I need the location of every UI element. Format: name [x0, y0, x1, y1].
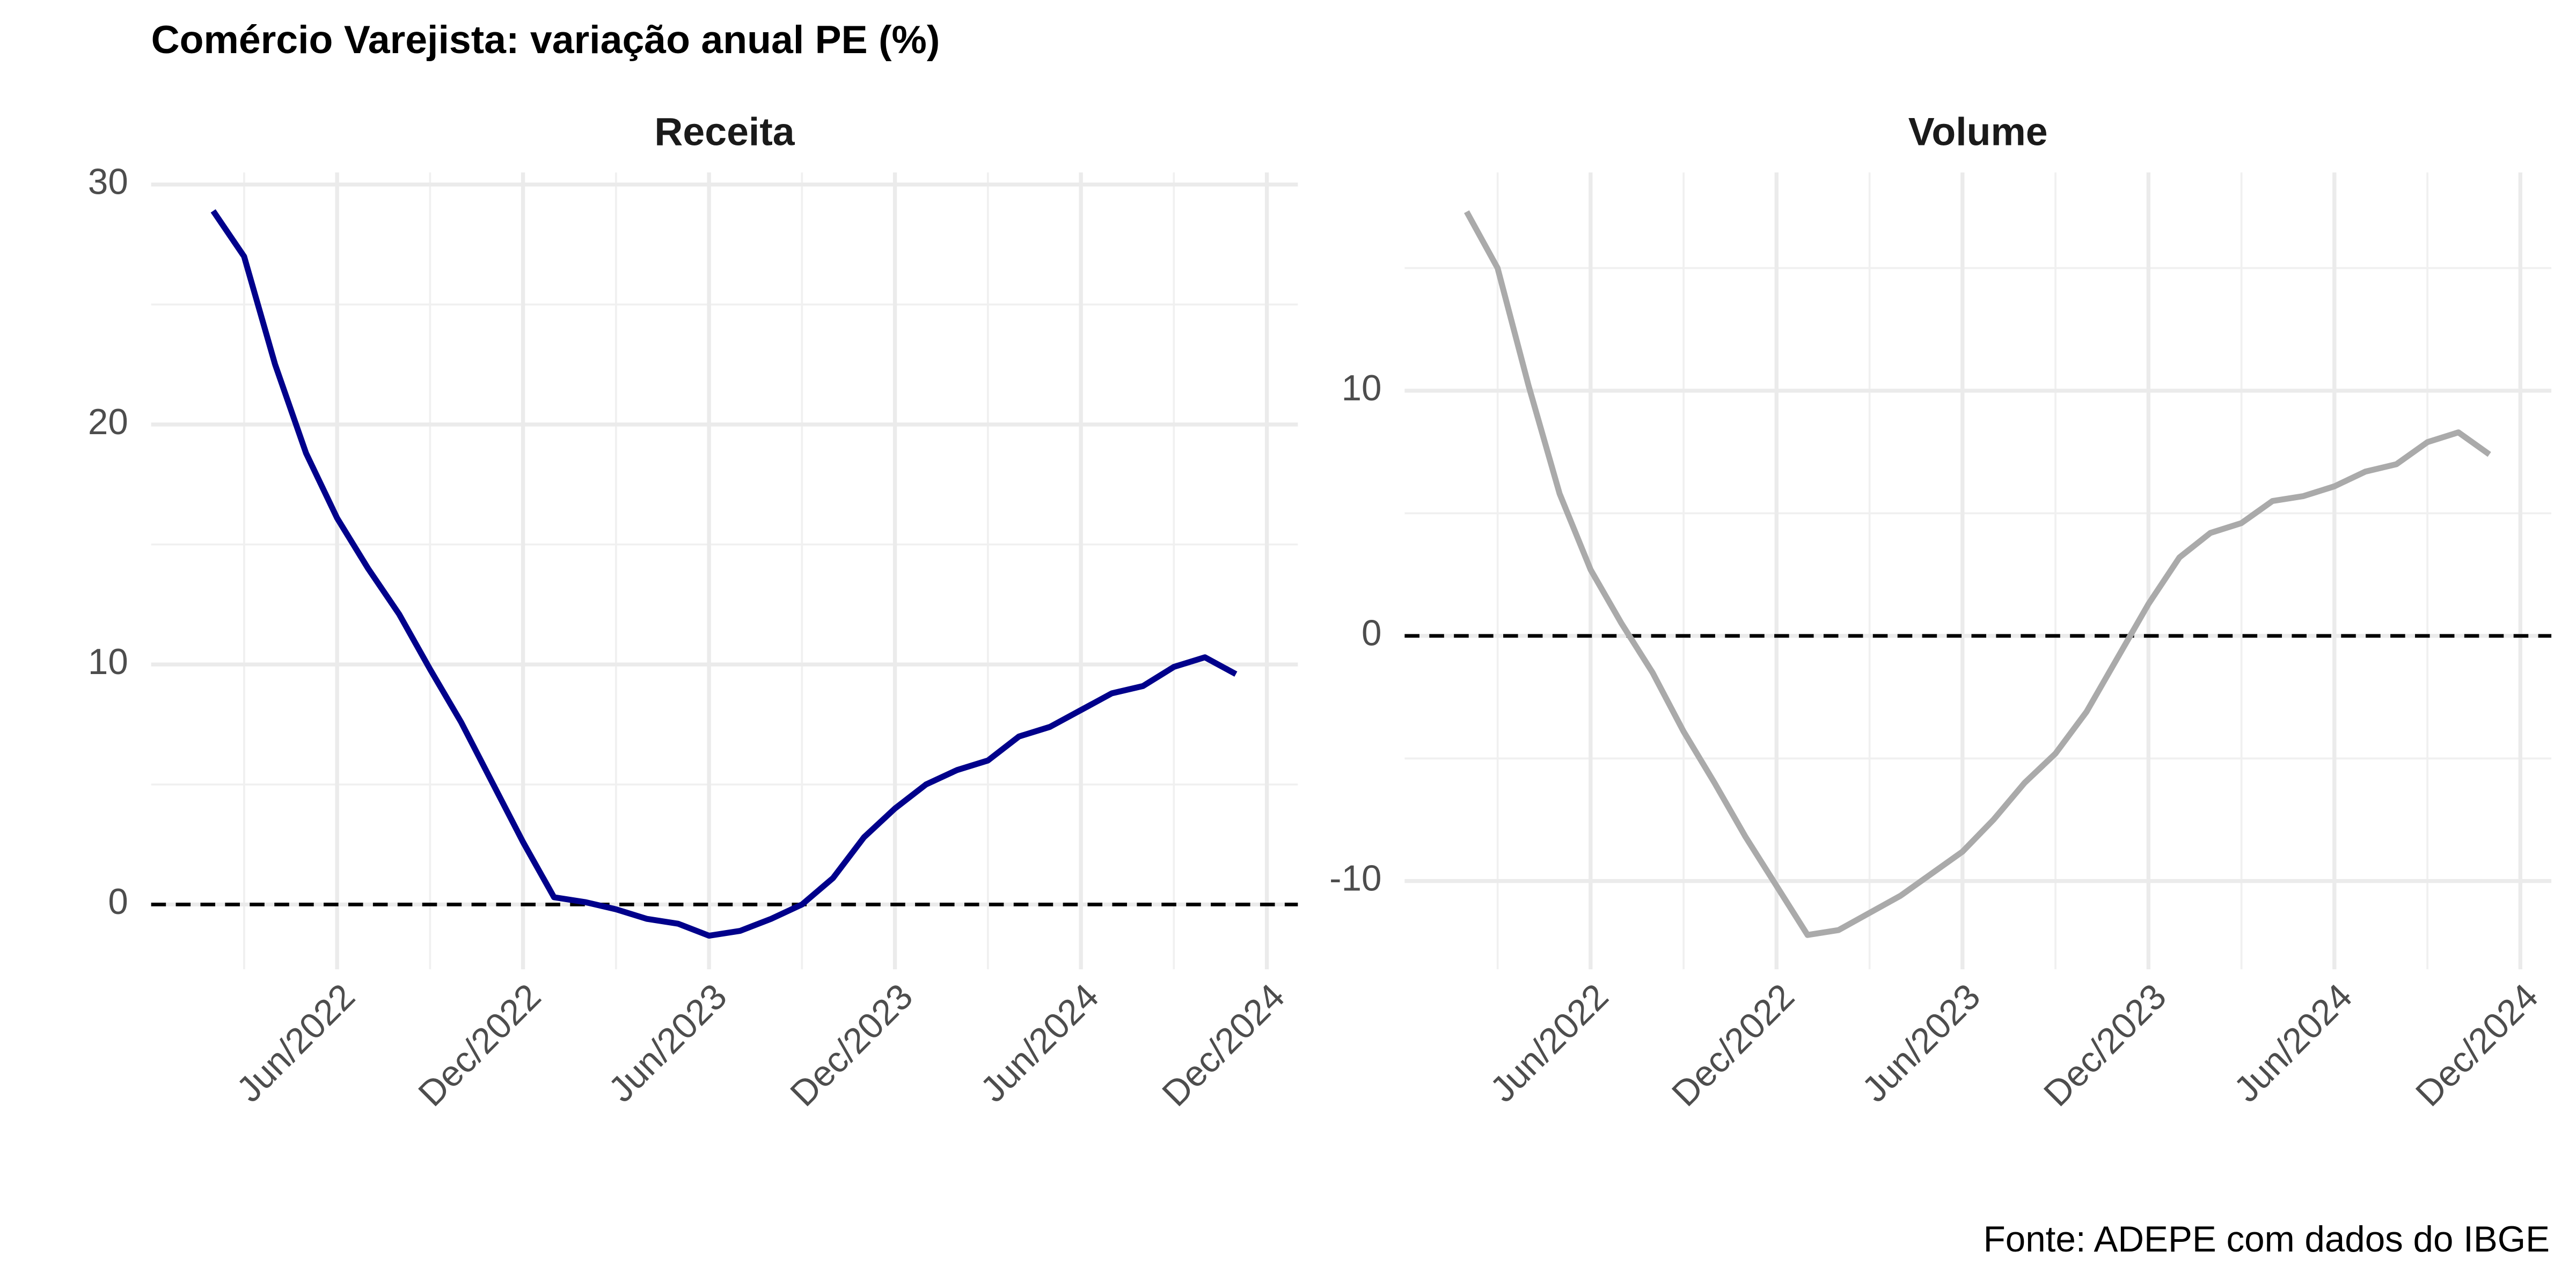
y-tick-label: -10 — [1329, 858, 1381, 898]
x-tick-label: Dec/2022 — [411, 976, 548, 1114]
panel-title: Volume — [1908, 109, 2048, 153]
y-tick-label: 10 — [88, 642, 128, 682]
x-tick-label: Jun/2023 — [601, 976, 735, 1110]
chart-title: Comércio Varejista: variação anual PE (%… — [151, 17, 940, 62]
x-tick-label: Dec/2024 — [2408, 976, 2546, 1114]
y-tick-label: 30 — [88, 162, 128, 202]
data-line — [1464, 210, 2491, 938]
panel-title: Receita — [654, 109, 795, 153]
x-tick-label: Jun/2022 — [1483, 976, 1616, 1110]
x-tick-label: Jun/2024 — [973, 976, 1107, 1110]
caption: Fonte: ADEPE com dados do IBGE — [1984, 1219, 2550, 1260]
y-tick-label: 20 — [88, 402, 128, 442]
x-tick-label: Jun/2024 — [2227, 976, 2360, 1110]
x-tick-label: Dec/2024 — [1154, 976, 1292, 1114]
x-tick-label: Dec/2023 — [2036, 976, 2174, 1114]
x-tick-label: Jun/2023 — [1855, 976, 1988, 1110]
x-tick-label: Dec/2022 — [1664, 976, 1802, 1114]
x-tick-label: Jun/2022 — [229, 976, 363, 1110]
y-tick-label: 0 — [1362, 613, 1381, 654]
y-tick-label: 0 — [108, 882, 128, 922]
data-line — [210, 209, 1238, 939]
y-tick-label: 10 — [1342, 368, 1382, 408]
x-tick-label: Dec/2023 — [782, 976, 920, 1114]
